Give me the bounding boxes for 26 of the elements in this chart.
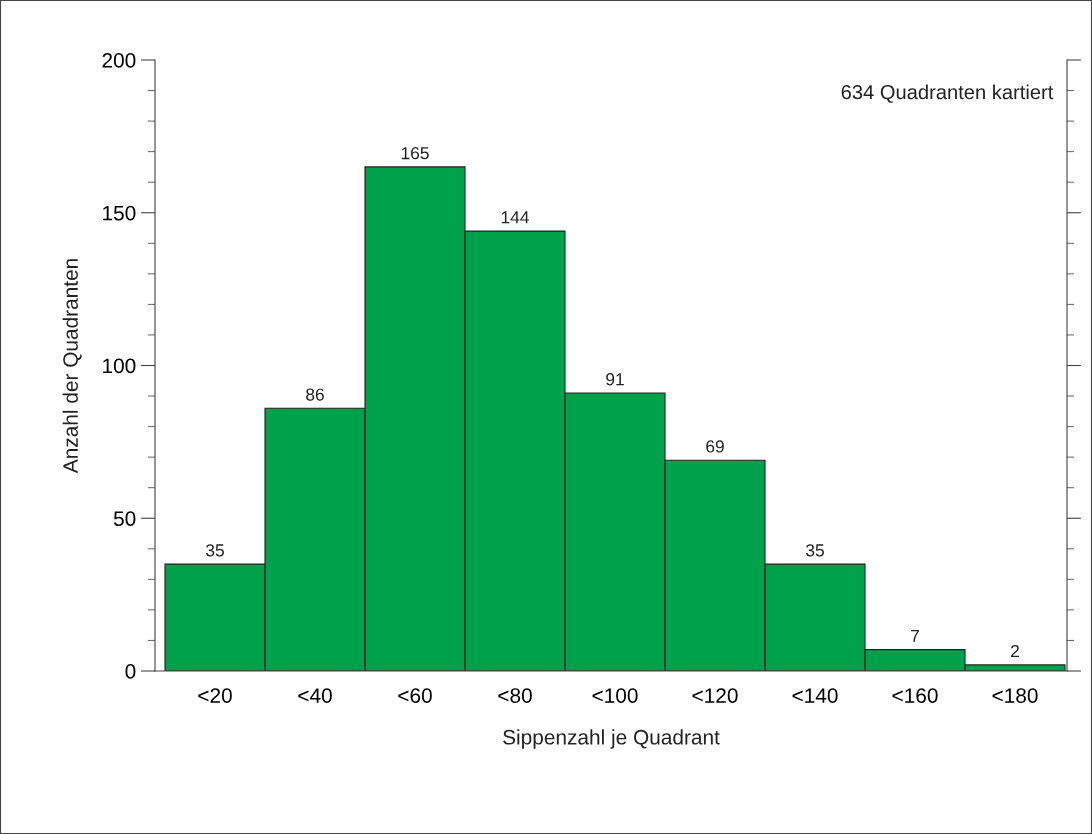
data-label: 69: [706, 440, 724, 453]
x-tick-label: <60: [398, 688, 432, 703]
y-tick-label: 100: [103, 358, 136, 374]
data-label: 35: [806, 544, 824, 557]
y-tick-label: 50: [113, 511, 136, 526]
y-tick-label: 0: [125, 664, 136, 679]
y-axis-title: Anzahl der Quadranten: [62, 259, 82, 474]
data-label: 91: [606, 373, 624, 386]
x-tick-label: <160: [892, 688, 938, 703]
x-tick-label: <40: [298, 688, 332, 703]
x-tick-label: <120: [692, 688, 738, 703]
x-axis-title: Sippenzahl je Quadrant: [503, 729, 720, 749]
x-tick-label: <180: [992, 688, 1038, 703]
data-label: 144: [501, 211, 529, 224]
data-label: 165: [401, 147, 429, 160]
data-label: 2: [1011, 645, 1019, 658]
data-label: 7: [911, 629, 919, 642]
x-tick-label: <140: [792, 688, 838, 703]
x-tick-label: <20: [198, 688, 232, 703]
data-label: 86: [306, 388, 324, 401]
annotation: 634 Quadranten kartiert: [841, 84, 1054, 103]
y-tick-label: 150: [103, 205, 136, 221]
x-tick-label: <80: [498, 688, 532, 703]
data-label: 35: [206, 544, 224, 557]
y-tick-label: 200: [102, 53, 136, 68]
x-tick-label: <100: [592, 688, 638, 703]
